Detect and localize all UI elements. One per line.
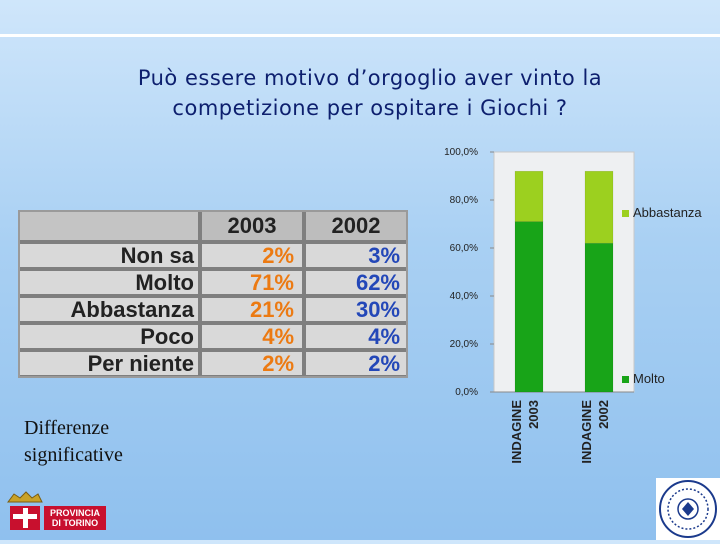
cell-2002-non-sa: 3% xyxy=(306,244,406,267)
significance-note: Differenze significative xyxy=(24,415,194,469)
table-corner-cell xyxy=(20,212,198,240)
row-label-non-sa: Non sa xyxy=(20,244,198,267)
cell-2002-per-niente: 2% xyxy=(306,352,406,375)
cell-2002-abbastanza: 30% xyxy=(306,298,406,321)
x-category-label: 2002 xyxy=(596,400,611,429)
logo-text-line-1: PROVINCIA xyxy=(50,508,101,518)
note-line-1: Differenze xyxy=(24,417,110,439)
x-axis-labels: INDAGINE 2003 INDAGINE 2002 xyxy=(509,400,611,464)
bar-molto-2 xyxy=(584,242,614,393)
cross-horizontal xyxy=(13,514,37,519)
cell-2003-molto: 71% xyxy=(202,271,302,294)
stacked-bar-chart: 0,0%20,0%40,0%60,0%80,0%100,0% INDAGINE 2… xyxy=(444,147,702,464)
y-tick-label: 60,0% xyxy=(450,243,478,254)
y-tick-label: 20,0% xyxy=(450,339,478,350)
logo-text-box xyxy=(44,506,106,530)
legend-swatch-abbastanza xyxy=(622,210,629,217)
x-category-label: INDAGINE xyxy=(509,400,524,464)
crown-icon xyxy=(7,491,43,503)
row-label-abbastanza: Abbastanza xyxy=(20,298,198,321)
cell-2003-per-niente: 2% xyxy=(202,352,302,375)
row-label-poco: Poco xyxy=(20,325,198,348)
bars xyxy=(514,170,614,393)
cell-2003-poco: 4% xyxy=(202,325,302,348)
legend-label-abbastanza: Abbastanza xyxy=(633,205,702,220)
cell-2002-poco: 4% xyxy=(306,325,406,348)
provincia-emblem: PROVINCIA DI TORINO xyxy=(7,491,106,530)
y-tick-label: 100,0% xyxy=(444,147,478,158)
bar-molto-1 xyxy=(514,221,544,393)
legend: Molto Abbastanza xyxy=(622,205,702,386)
header-2003: 2003 xyxy=(202,212,302,240)
provincia-logo: PROVINCIA DI TORINO xyxy=(4,488,108,536)
title-line-2: competizione per ospitare i Giochi ? xyxy=(172,96,568,120)
logo-text-line-2: DI TORINO xyxy=(52,518,98,528)
slide-title: Può essere motivo d’orgoglio aver vinto … xyxy=(60,63,680,123)
header-2002: 2002 xyxy=(306,212,406,240)
top-band xyxy=(0,0,720,38)
seal-icon xyxy=(656,478,720,540)
cell-2003-non-sa: 2% xyxy=(202,244,302,267)
bar-abbastanza-2 xyxy=(584,170,614,244)
bar-abbastanza-1 xyxy=(514,170,544,222)
legend-label-molto: Molto xyxy=(633,371,665,386)
university-seal xyxy=(656,478,720,540)
cell-2003-abbastanza: 21% xyxy=(202,298,302,321)
cell-2002-molto: 62% xyxy=(306,271,406,294)
x-category-label: INDAGINE xyxy=(579,400,594,464)
y-tick-label: 40,0% xyxy=(450,291,478,302)
top-rule xyxy=(0,34,720,37)
row-label-molto: Molto xyxy=(20,271,198,294)
x-category-label: 2003 xyxy=(526,400,541,429)
note-line-2: significative xyxy=(24,444,123,466)
row-label-per-niente: Per niente xyxy=(20,352,198,375)
title-line-1: Può essere motivo d’orgoglio aver vinto … xyxy=(137,66,603,90)
y-tick-label: 0,0% xyxy=(455,387,478,398)
legend-swatch-molto xyxy=(622,376,629,383)
results-table: 2003 2002 Non sa 2% 3% Molto 71% 62% Abb… xyxy=(18,210,408,378)
y-tick-label: 80,0% xyxy=(450,195,478,206)
y-axis-ticks: 0,0% 20,0% 40,0% 60,0% 80,0% 100,0% xyxy=(444,147,494,398)
